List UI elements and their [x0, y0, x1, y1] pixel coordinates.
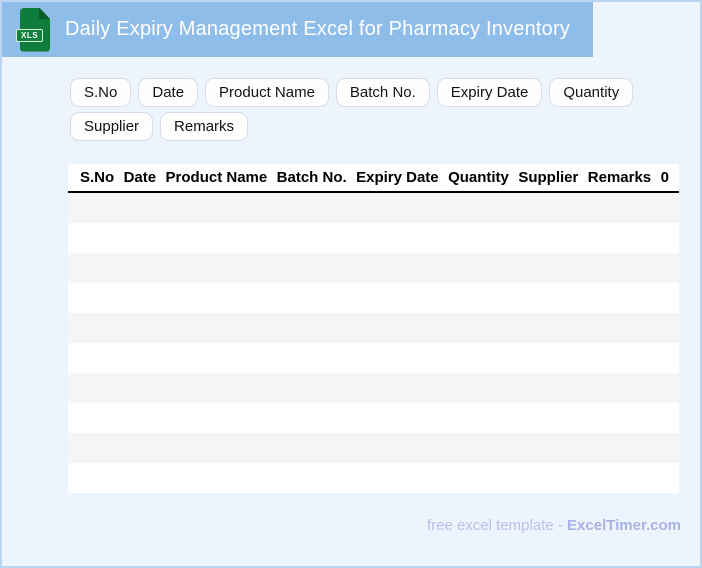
table-row	[68, 283, 679, 313]
column-header-date[interactable]: Date	[123, 169, 157, 186]
xls-file-icon-label: XLS	[16, 28, 44, 42]
table-body	[68, 193, 679, 493]
field-chip-supplier[interactable]: Supplier	[70, 112, 154, 141]
column-header-batch-no[interactable]: Batch No.	[276, 169, 347, 186]
field-chip-remarks[interactable]: Remarks	[160, 112, 249, 141]
table-row	[68, 343, 679, 373]
table-row	[68, 253, 679, 283]
column-header-remarks[interactable]: Remarks	[587, 169, 652, 186]
table-row	[68, 463, 679, 493]
field-chip-expiry-date[interactable]: Expiry Date	[436, 78, 543, 107]
xls-file-icon: XLS	[16, 7, 50, 52]
table-row	[68, 433, 679, 463]
field-chip-product-name[interactable]: Product Name	[205, 78, 329, 107]
column-header-product-name[interactable]: Product Name	[165, 169, 268, 186]
field-chip-quantity[interactable]: Quantity	[549, 78, 634, 107]
column-header-supplier[interactable]: Supplier	[518, 169, 579, 186]
table-row	[68, 313, 679, 343]
field-chips: S.No Date Product Name Batch No. Expiry …	[70, 78, 670, 141]
column-header-quantity[interactable]: Quantity	[448, 169, 509, 186]
table-header-row: S.No Date Product Name Batch No. Expiry …	[68, 164, 679, 193]
table-row	[68, 403, 679, 433]
header-bar: XLS Daily Expiry Management Excel for Ph…	[2, 2, 593, 57]
column-header-sno[interactable]: S.No	[80, 169, 115, 186]
exceltimer-link[interactable]: ExcelTimer.com	[567, 517, 681, 534]
page-title: Daily Expiry Management Excel for Pharma…	[65, 18, 571, 40]
table-row	[68, 193, 679, 223]
expiry-table: S.No Date Product Name Batch No. Expiry …	[68, 164, 679, 493]
column-header-expiry-date[interactable]: Expiry Date	[356, 169, 439, 186]
column-header-zero[interactable]: 0	[660, 169, 669, 186]
footer: free excel template - ExcelTimer.com	[2, 517, 700, 534]
field-chip-date[interactable]: Date	[138, 78, 199, 107]
field-chip-sno[interactable]: S.No	[70, 78, 132, 107]
xls-file-icon-fold	[39, 7, 50, 19]
table-row	[68, 373, 679, 403]
footer-text: free excel template -	[426, 517, 563, 534]
field-chip-batch-no[interactable]: Batch No.	[335, 78, 430, 107]
table-row	[68, 223, 679, 253]
